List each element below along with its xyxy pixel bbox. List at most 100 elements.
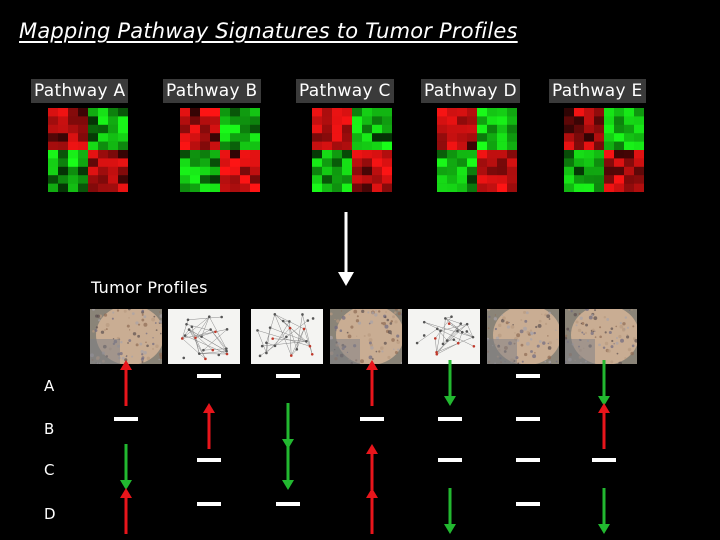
heatmap-cell xyxy=(352,158,363,168)
heatmap-cell xyxy=(322,183,333,192)
heatmap-cell xyxy=(594,133,605,142)
heatmap-cell xyxy=(200,116,211,126)
heatmap-cell xyxy=(564,175,575,184)
heatmap-cell xyxy=(210,183,221,192)
heatmap-cell xyxy=(108,166,119,176)
flat-dash-icon xyxy=(114,417,138,421)
heatmap-cell xyxy=(564,166,575,176)
heatmap-cell xyxy=(200,158,211,168)
heatmap-cell xyxy=(68,124,79,134)
network-graph-image xyxy=(408,309,480,364)
heatmap-cell xyxy=(564,124,575,134)
heatmap-cell xyxy=(457,158,468,168)
heatmap-cell xyxy=(487,116,498,126)
heatmap-cell xyxy=(322,116,333,126)
heatmap-cell xyxy=(78,183,89,192)
heatmap-cell xyxy=(98,141,109,151)
heatmap-cell xyxy=(594,150,605,159)
heatmap-cell xyxy=(584,166,595,176)
heatmap-cell xyxy=(88,175,99,184)
heatmap-cell xyxy=(220,108,231,117)
heatmap-cell xyxy=(584,108,595,117)
heatmap-cell xyxy=(68,141,79,151)
heatmap-cell xyxy=(497,133,508,142)
heatmap-cell xyxy=(614,183,625,192)
heatmap-cell xyxy=(190,150,201,159)
heatmap-cell xyxy=(382,166,392,176)
heatmap-cell xyxy=(332,124,343,134)
heatmap-cell xyxy=(507,166,517,176)
heatmap-cell xyxy=(487,158,498,168)
heatmap-cell xyxy=(564,158,575,168)
heatmap-cell xyxy=(210,175,221,184)
heatmap-cell xyxy=(372,124,383,134)
heatmap-cell xyxy=(118,141,128,151)
up-arrow-icon xyxy=(366,360,378,406)
heatmap-cell xyxy=(322,133,333,142)
heatmap-cell xyxy=(362,175,373,184)
heatmap-cell xyxy=(487,141,498,151)
heatmap-cell xyxy=(220,175,231,184)
heatmap-cell xyxy=(322,141,333,151)
down-arrow-icon xyxy=(338,212,354,286)
pathway-c-heatmap xyxy=(312,108,392,192)
heatmap-cell xyxy=(108,175,119,184)
heatmap-cell xyxy=(88,183,99,192)
heatmap-cell xyxy=(240,141,251,151)
heatmap-cell xyxy=(200,175,211,184)
heatmap-cell xyxy=(457,141,468,151)
heatmap-cell xyxy=(467,150,478,159)
heatmap-cell xyxy=(68,183,79,192)
heatmap-cell xyxy=(447,158,458,168)
page-title: Mapping Pathway Signatures to Tumor Prof… xyxy=(19,19,518,43)
heatmap-cell xyxy=(312,166,323,176)
heatmap-cell xyxy=(437,183,448,192)
heatmap-cell xyxy=(382,124,392,134)
heatmap-cell xyxy=(180,175,191,184)
heatmap-cell xyxy=(447,166,458,176)
heatmap-cell xyxy=(467,108,478,117)
heatmap-cell xyxy=(362,133,373,142)
heatmap-cell xyxy=(78,141,89,151)
heatmap-cell xyxy=(634,133,644,142)
heatmap-cell xyxy=(180,158,191,168)
heatmap-cell xyxy=(98,108,109,117)
heatmap-cell xyxy=(352,108,363,117)
heatmap-cell xyxy=(497,141,508,151)
heatmap-cell xyxy=(180,166,191,176)
heatmap-cell xyxy=(564,116,575,126)
heatmap-cell xyxy=(457,108,468,117)
heatmap-cell xyxy=(78,124,89,134)
heatmap-cell xyxy=(342,175,353,184)
heatmap-cell xyxy=(48,183,59,192)
heatmap-cell xyxy=(507,175,517,184)
flat-dash-icon xyxy=(197,374,221,378)
heatmap-cell xyxy=(362,124,373,134)
heatmap-cell xyxy=(382,158,392,168)
heatmap-cell xyxy=(477,166,488,176)
heatmap-cell xyxy=(634,141,644,151)
up-arrow-icon xyxy=(120,360,132,406)
up-arrow-icon xyxy=(598,403,610,449)
heatmap-cell xyxy=(48,175,59,184)
heatmap-cell xyxy=(180,141,191,151)
heatmap-cell xyxy=(594,183,605,192)
heatmap-cell xyxy=(457,150,468,159)
heatmap-cell xyxy=(634,158,644,168)
pathway-e-heatmap xyxy=(564,108,644,192)
heatmap-cell xyxy=(88,158,99,168)
heatmap-cell xyxy=(48,141,59,151)
heatmap-cell xyxy=(507,141,517,151)
heatmap-cell xyxy=(487,133,498,142)
heatmap-cell xyxy=(634,108,644,117)
heatmap-cell xyxy=(190,141,201,151)
heatmap-cell xyxy=(594,175,605,184)
heatmap-cell xyxy=(240,108,251,117)
row-label-b: B xyxy=(44,420,55,438)
heatmap-cell xyxy=(352,183,363,192)
heatmap-cell xyxy=(372,116,383,126)
heatmap-cell xyxy=(88,124,99,134)
heatmap-cell xyxy=(584,158,595,168)
heatmap-cell xyxy=(497,183,508,192)
flat-dash-icon xyxy=(516,502,540,506)
